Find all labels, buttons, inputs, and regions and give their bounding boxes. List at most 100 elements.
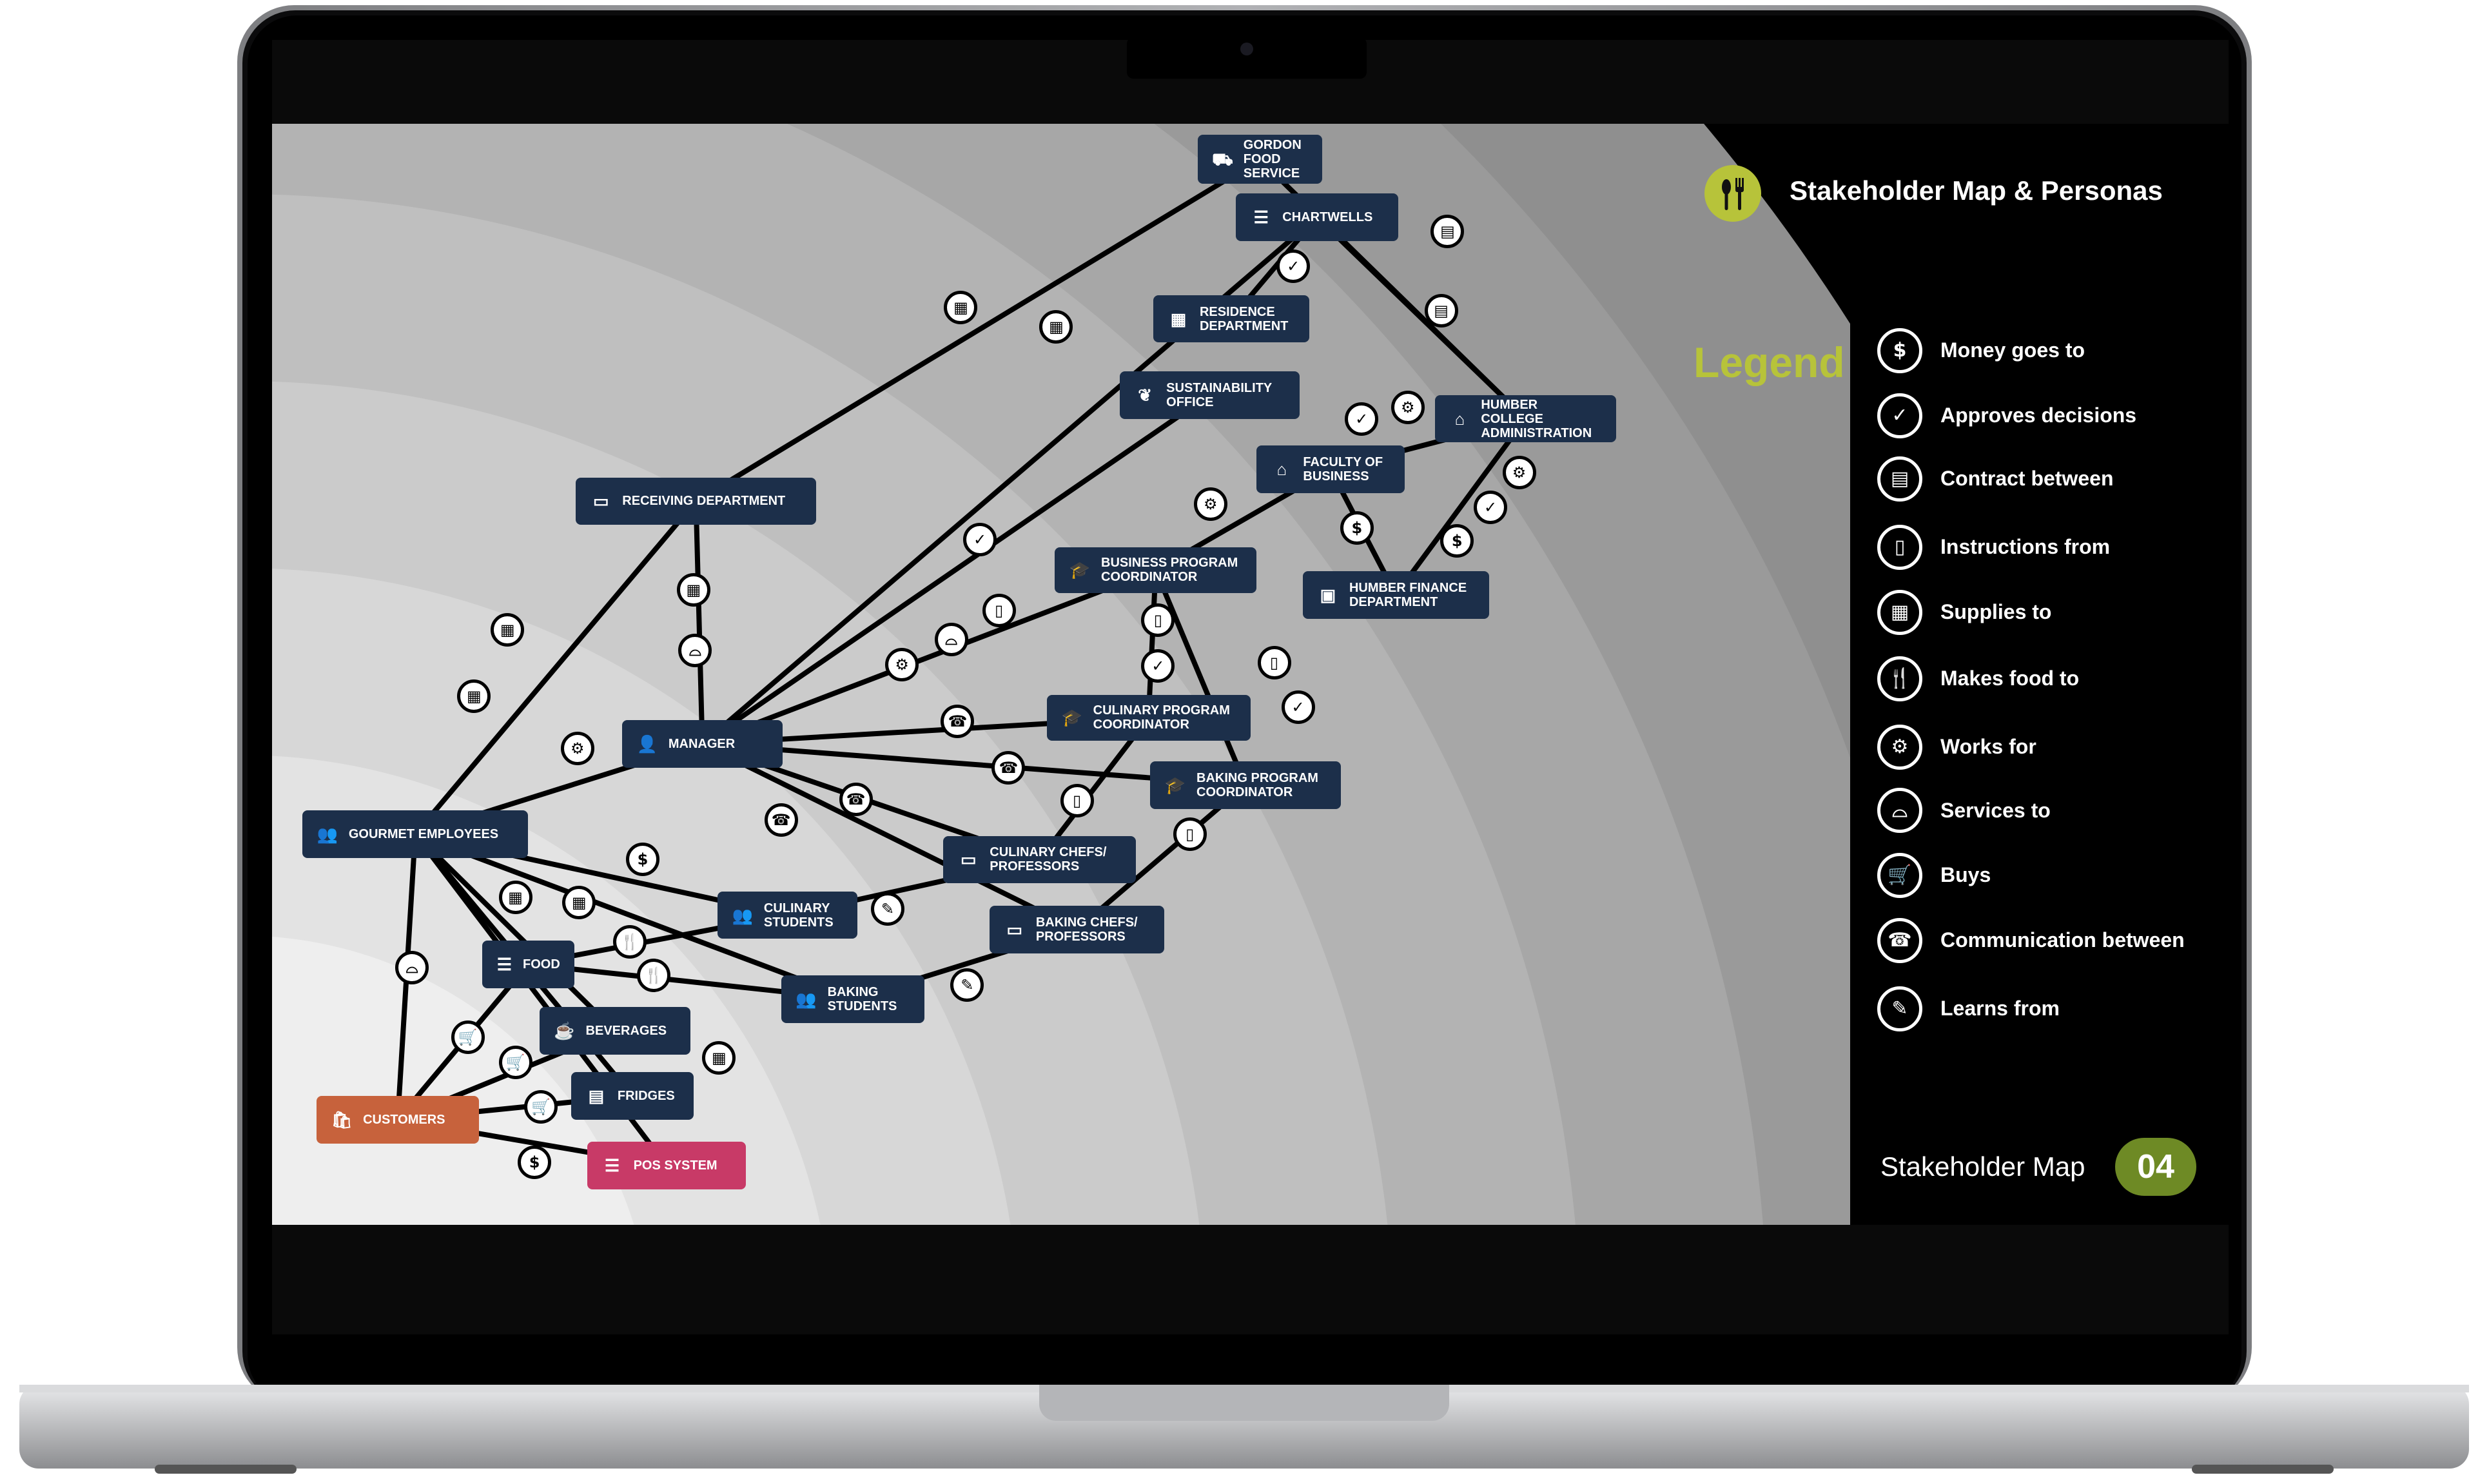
users-icon: 👥 [732,905,754,925]
node-label: Business Program Coordinator [1101,556,1238,585]
relationship-line [413,832,617,1033]
building-icon: ▦ [1170,309,1187,329]
node-label: Beverages [585,1024,667,1039]
relationship-line [701,741,1079,932]
node-label: Baking Program Coordinator [1196,770,1318,799]
relation-badge-supplies: ▦ [702,1040,736,1075]
relationship-line [701,567,1157,747]
relation-badge-buys: 🛒 [524,1090,558,1124]
legend-item: ⌓ Services to [1877,788,2051,834]
relation-badge-instructions: ▯ [982,594,1016,628]
relationship-line [1146,570,1158,718]
legend-item: $ Money goes to [1877,327,2085,373]
bank-icon: ⌂ [1276,460,1287,480]
node-manager: 👤 Manager [621,719,783,768]
relation-badge-learns: ✎ [950,968,984,1002]
node-bstud: 👥 Baking Students [781,975,924,1023]
relation-badge-works-for: ⚙ [560,732,594,766]
node-label: Chartwells [1282,210,1373,225]
relation-badge-supplies: ▦ [1039,309,1073,344]
legend-item-label: Contract between [1940,467,2114,491]
leaf-icon: ❦ [1138,385,1153,405]
legend-item-label: Services to [1940,798,2051,822]
legend-item-label: Makes food to [1940,667,2080,690]
database-icon: ☰ [604,1156,620,1176]
legend-item: 🛒 Buys [1877,852,1991,898]
relation-badge-makes-food: 🍴 [637,959,671,993]
legend-item: ☎ Communication between [1877,917,2185,963]
relationship-line [413,499,698,836]
relation-badge-communication: ☎ [991,750,1026,785]
dollar-icon: $ [1877,327,1922,373]
page-number-badge: 04 [2115,1138,2196,1196]
fork-knife-icon: 🍴 [1877,656,1922,701]
relationship-line [1394,417,1528,596]
relationship-line [414,832,854,1002]
relation-badge-communication: ☎ [839,782,873,816]
node-label: Culinary Students [763,901,834,930]
node-label: Gourmet Employees [348,827,499,842]
relation-badge-services: ⌓ [934,622,968,656]
utensils-logo-icon [1704,165,1761,222]
legend-item-label: Communication between [1940,928,2185,952]
document-icon: ▯ [1877,524,1922,570]
relation-badge-works-for: ⚙ [1502,456,1536,490]
relationship-line [693,501,705,744]
node-beverages: ☕ Beverages [539,1007,690,1055]
shopping-bag-icon: 🛍 [331,1109,353,1129]
relation-badge-works-for: ⚙ [1391,391,1425,425]
legend-item: ⚙ Works for [1877,724,2036,770]
screen: ⛟ Gordon Food Service ☰ Chartwells ▦ Residenc… [272,124,2229,1225]
node-label: Residence Department [1199,304,1289,333]
node-label: Sustainability Office [1166,380,1273,409]
legend-item: ▤ Contract between [1877,456,2113,502]
node-gfs: ⛟ Gordon Food Service [1198,135,1322,184]
footer-label: Stakeholder Map [1880,1151,2085,1182]
relation-badge-instructions: ▯ [1257,646,1291,680]
node-label: Manager [668,736,736,751]
node-label: POS System [633,1158,717,1173]
legend-item: ▯ Instructions from [1877,524,2111,570]
legend-item-label: Instructions from [1940,535,2111,559]
node-sustain: ❦ Sustainability Office [1120,371,1300,419]
relation-badge-approves: ✓ [1474,491,1508,525]
relation-badge-money: $ [518,1146,552,1180]
fridge-icon: ▤ [588,1086,605,1106]
node-fridges: ▤ Fridges [571,1072,694,1120]
cloche-icon: ⌓ [1877,788,1922,834]
graduation-cap-icon: 🎓 [1061,708,1082,728]
users-icon: 👥 [796,989,817,1009]
relationship-line [694,157,1262,503]
legend-item-label: Buys [1940,863,1991,887]
relation-badge-contract: ▤ [1430,215,1465,249]
relation-badge-communication: ☎ [941,705,975,739]
legend-title: Legend [1693,338,1845,386]
node-humber-admin: ⌂ Humber College Administration [1434,395,1617,443]
node-chartwells: ☰ Chartwells [1236,193,1398,242]
relation-badge-supplies: ▦ [457,679,491,714]
relation-badge-instructions: ▯ [1060,784,1094,818]
relation-badge-supplies: ▦ [498,881,532,915]
relation-badge-approves: ✓ [963,522,997,556]
relation-badge-instructions: ▯ [1141,603,1175,637]
node-bpc: 🎓 Business Program Coordinator [1055,547,1257,594]
node-faculty: ⌂ Faculty of Business [1256,445,1405,494]
node-cstud: 👥 Culinary Students [717,891,858,939]
box-icon: ▦ [1877,589,1922,635]
legend-item-label: Approves decisions [1940,404,2137,427]
relation-badge-approves: ✓ [1276,249,1311,284]
node-label: Customers [363,1112,445,1127]
node-pos: ☰ POS System [587,1142,747,1190]
node-ccp: ▭ Culinary Chefs/ Professors [943,835,1136,884]
relation-badge-approves: ✓ [1345,402,1379,436]
relation-badge-approves: ✓ [1141,649,1175,683]
briefcase-gear-icon: ⚙ [1877,724,1922,770]
relation-badge-approves: ✓ [1281,690,1315,725]
relation-badge-learns: ✎ [870,892,904,926]
node-label: Faculty of Business [1303,455,1383,484]
node-finance: ▣ Humber Finance Department [1302,571,1489,619]
chef-icon: ☰ [1253,208,1269,228]
node-label: Receiving Department [622,494,786,509]
relation-badge-works-for: ⚙ [1193,487,1227,522]
legend-item-label: Money goes to [1940,338,2085,362]
